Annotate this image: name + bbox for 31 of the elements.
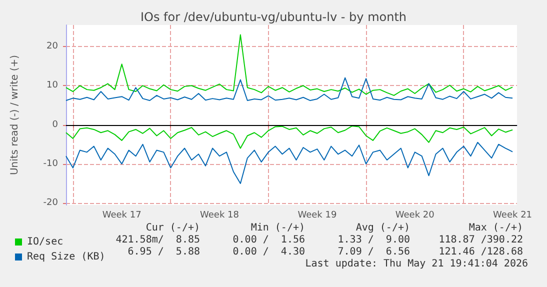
- text: Cur (-/+): [146, 222, 200, 234]
- legend-label: Req Size (KB): [27, 252, 106, 262]
- text: Max (-/+): [468, 222, 524, 234]
- x-tick-label: Week 19: [298, 210, 337, 220]
- text: 0.00 / 4.30: [232, 246, 306, 258]
- x-tick-label: Week 17: [102, 210, 142, 220]
- text: 7.09 / 6.56: [338, 246, 410, 258]
- x-tick-label: Week 21: [493, 210, 532, 220]
- y-tick-label: 0: [52, 120, 58, 130]
- y-tick-label: 20: [46, 42, 58, 52]
- x-tick-label: Week 20: [395, 210, 435, 220]
- text: 121.46 /128.68: [438, 246, 524, 258]
- y-axis-title: Units read (-) / write (+): [10, 54, 20, 176]
- legend-label: IO/sec: [27, 236, 64, 248]
- text: 0.00 / 1.56: [232, 234, 306, 246]
- line-series: [66, 142, 514, 184]
- text: Avg (-/+): [356, 222, 410, 234]
- text: Last update: Thu May 21 19:41:04 2026: [305, 258, 528, 270]
- y-tick-label: 10: [46, 80, 58, 91]
- text: 6.95 / 5.88: [128, 246, 200, 258]
- line-series: [66, 125, 514, 149]
- text: Min (-/+): [250, 222, 306, 234]
- line-series: [66, 77, 514, 102]
- x-tick-label: Week 18: [200, 210, 240, 220]
- y-tick-label: -20: [43, 198, 58, 208]
- text: 421.58m/ 8.85: [116, 234, 200, 246]
- text: 118.87 /390.22: [438, 234, 524, 246]
- text: 1.33 / 9.00: [338, 234, 410, 246]
- y-tick-label: -10: [43, 158, 58, 169]
- line-series: [66, 34, 514, 96]
- chart-title: IOs for /dev/ubuntu-vg/ubuntu-lv - by month: [140, 10, 407, 24]
